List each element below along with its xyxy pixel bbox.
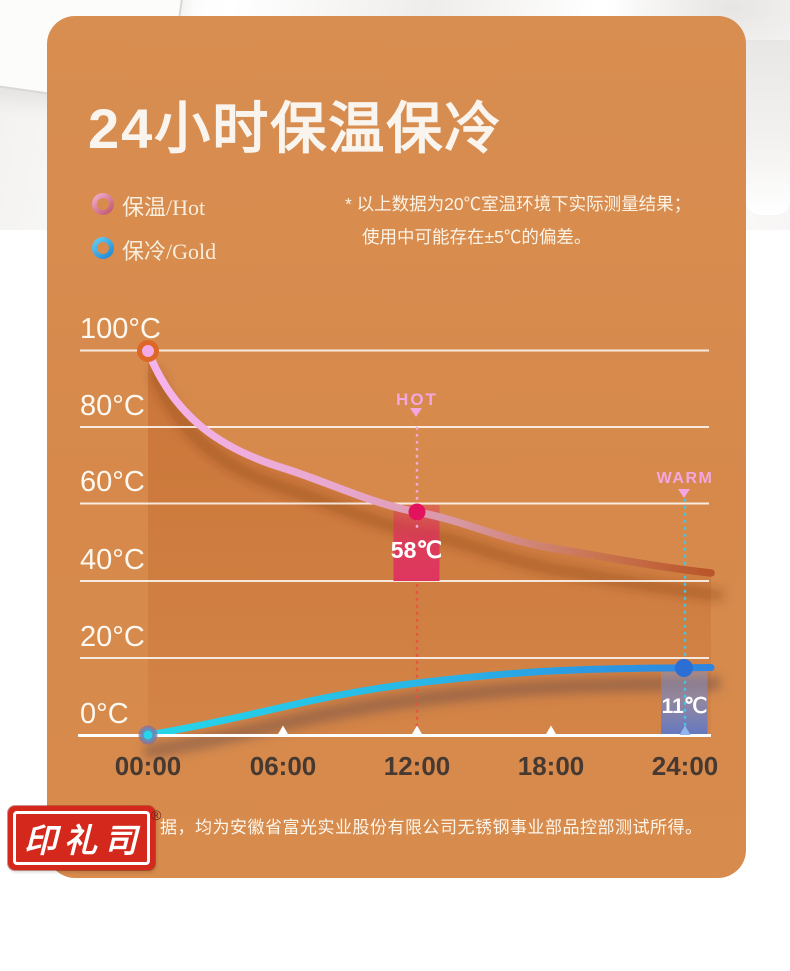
cold-curve-shadow — [143, 676, 722, 759]
legend-cold-label: 保冷/Gold — [122, 239, 217, 264]
ytick-80c: 80°C — [80, 390, 145, 422]
cold-badge-value: 11℃ — [661, 695, 708, 718]
hot-mid-dot — [408, 503, 426, 521]
disclaimer-line-2: 使用中可能存在±5℃的偏差。 — [362, 227, 592, 247]
warm-marker-arrow-icon — [678, 489, 690, 498]
warm-marker-label: WARM — [656, 470, 714, 487]
tick-0600 — [277, 725, 289, 735]
xtick-1200: 12:00 — [383, 751, 451, 781]
tick-1200 — [411, 725, 423, 735]
xtick-0600: 06:00 — [249, 751, 317, 781]
hot-marker-arrow-icon — [410, 408, 422, 417]
tick-1800 — [545, 725, 557, 735]
legend-hot-ring-hole — [97, 198, 109, 210]
legend-hot-ring-icon — [92, 193, 114, 215]
tick-2400 — [679, 725, 691, 735]
brand-stamp: 印礼司 — [8, 806, 155, 870]
hot-marker-label: HOT — [396, 390, 438, 409]
background-shadow-right — [744, 40, 790, 215]
xtick-0000: 00:00 — [114, 751, 182, 781]
legend-cold-ring-hole — [97, 242, 109, 254]
xtick-2400: 24:00 — [651, 751, 719, 781]
cold-end-dot — [675, 659, 693, 677]
ytick-0c: 0°C — [80, 698, 129, 730]
ytick-40c: 40°C — [80, 544, 145, 576]
ytick-60c: 60°C — [80, 466, 145, 498]
ytick-100c: 100°C — [80, 313, 161, 345]
cold-start-dot — [138, 725, 158, 745]
cold-curve — [144, 664, 715, 739]
legend-cold-ring-icon — [92, 237, 114, 259]
legend-hot-label: 保温/Hot — [122, 195, 206, 220]
registered-trademark-icon: ® — [151, 807, 162, 823]
disclaimer-note: * 以上数据为20℃室温环境下实际测量结果； 使用中可能存在±5℃的偏差。 — [345, 188, 735, 254]
hot-start-dot — [137, 340, 159, 362]
footer-test-note: 据，均为安徽省富光实业股份有限公司无锈钢事业部品控部测试所得。 — [160, 818, 703, 837]
disclaimer-line-1: * 以上数据为20℃室温环境下实际测量结果； — [345, 194, 692, 214]
ytick-20c: 20°C — [80, 621, 145, 653]
hot-badge-value: 58℃ — [390, 537, 443, 563]
page-title: 24小时保温保冷 — [88, 97, 503, 160]
xtick-1800: 18:00 — [517, 751, 585, 781]
brand-stamp-text: 印礼司 — [13, 811, 150, 865]
